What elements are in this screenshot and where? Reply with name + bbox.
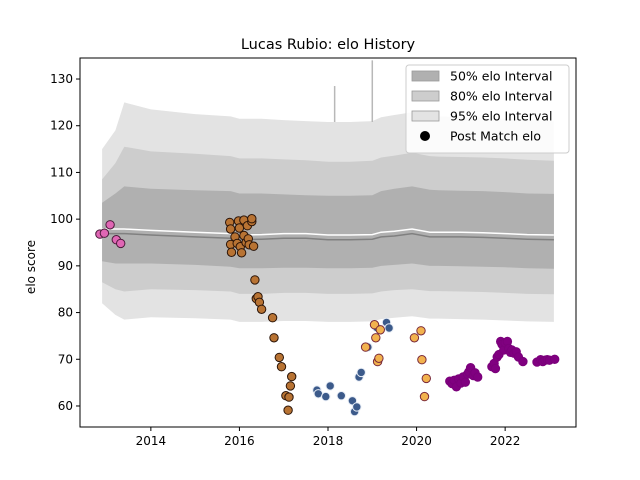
data-point-s1-18 xyxy=(248,241,259,251)
data-point-s4-13 xyxy=(473,372,483,382)
data-point-s1-23 xyxy=(256,304,267,314)
y-tick-label-100: 100 xyxy=(50,212,73,226)
x-tick-label-2020: 2020 xyxy=(401,434,432,448)
axes: 2014 2016 2018 2020 2022 60 70 80 90 100 110 120 130 xyxy=(50,57,577,448)
y-tick-label-90: 90 xyxy=(58,259,73,273)
data-point-s2-7 xyxy=(352,402,362,412)
data-point-s0-2 xyxy=(105,220,115,230)
data-point-s1-17 xyxy=(247,214,257,224)
data-point-s1-7 xyxy=(234,223,245,233)
data-point-s1-3 xyxy=(226,247,237,258)
data-point-s2-9 xyxy=(356,367,366,378)
data-point-s2-2 xyxy=(321,391,331,402)
elo-median-line xyxy=(102,228,554,236)
band-50 xyxy=(102,186,554,269)
legend-swatch-2 xyxy=(411,110,440,122)
data-point-s3-2 xyxy=(371,333,381,343)
x-tick-label-2022: 2022 xyxy=(490,434,521,448)
data-point-s1-27 xyxy=(276,362,287,372)
x-tick-label-2018: 2018 xyxy=(313,434,344,448)
data-point-s1-19 xyxy=(250,275,260,285)
x-tick-label-2016: 2016 xyxy=(224,434,255,448)
data-point-s3-6 xyxy=(409,333,420,343)
data-point-s1-9 xyxy=(236,248,247,258)
data-point-s3-10 xyxy=(421,373,431,384)
elo-center-lines xyxy=(102,228,554,241)
y-tick-label-110: 110 xyxy=(50,165,73,179)
legend-label-3: Post Match elo xyxy=(450,129,541,144)
data-point-s3-4 xyxy=(374,353,384,363)
data-point-s0-1 xyxy=(99,228,110,238)
data-point-s4-37 xyxy=(550,354,560,364)
data-point-s4-16 xyxy=(490,363,501,374)
legend-box xyxy=(405,64,570,154)
legend-marker-3 xyxy=(420,131,430,141)
y-axis-label: elo score xyxy=(24,240,38,294)
elo-mean-line xyxy=(102,232,554,241)
legend-swatch-0 xyxy=(411,70,440,82)
chart-title: Lucas Rubio: elo History xyxy=(241,37,416,53)
data-point-s2-4 xyxy=(336,391,346,401)
post-match-points xyxy=(95,214,560,417)
x-tick-label-2014: 2014 xyxy=(136,434,167,448)
y-tick-label-80: 80 xyxy=(58,306,73,320)
legend-label-1: 80% elo Interval xyxy=(450,89,552,104)
data-point-s3-7 xyxy=(416,326,426,336)
data-point-s1-1 xyxy=(225,224,236,234)
y-tick-label-130: 130 xyxy=(50,72,73,86)
data-point-s0-4 xyxy=(116,238,126,249)
y-tick-label-70: 70 xyxy=(58,352,73,366)
data-point-s1-29 xyxy=(283,405,293,415)
data-point-s1-30 xyxy=(284,392,294,402)
legend-label-0: 50% elo Interval xyxy=(450,69,552,84)
data-point-s4-7 xyxy=(460,377,470,387)
data-point-s1-26 xyxy=(274,352,284,363)
data-point-s3-8 xyxy=(417,355,427,365)
elo-interval-bands xyxy=(102,60,554,322)
data-point-s4-30 xyxy=(518,356,528,367)
data-point-s3-1 xyxy=(369,320,380,330)
legend-label-2: 95% elo Interval xyxy=(450,109,552,124)
data-point-s3-0 xyxy=(360,342,371,352)
data-point-s3-5 xyxy=(375,325,385,335)
data-point-s1-31 xyxy=(285,381,296,391)
data-point-s1-32 xyxy=(287,371,297,382)
data-point-s1-24 xyxy=(267,313,278,323)
y-tick-label-120: 120 xyxy=(50,119,73,133)
data-point-s1-25 xyxy=(269,333,279,343)
data-point-s2-13 xyxy=(384,323,394,333)
data-point-s3-9 xyxy=(419,391,430,402)
data-point-s2-3 xyxy=(325,381,335,391)
legend-swatch-1 xyxy=(411,90,440,102)
y-tick-label-60: 60 xyxy=(58,399,73,413)
legend: 50% elo Interval 80% elo Interval 95% elo … xyxy=(405,64,570,154)
